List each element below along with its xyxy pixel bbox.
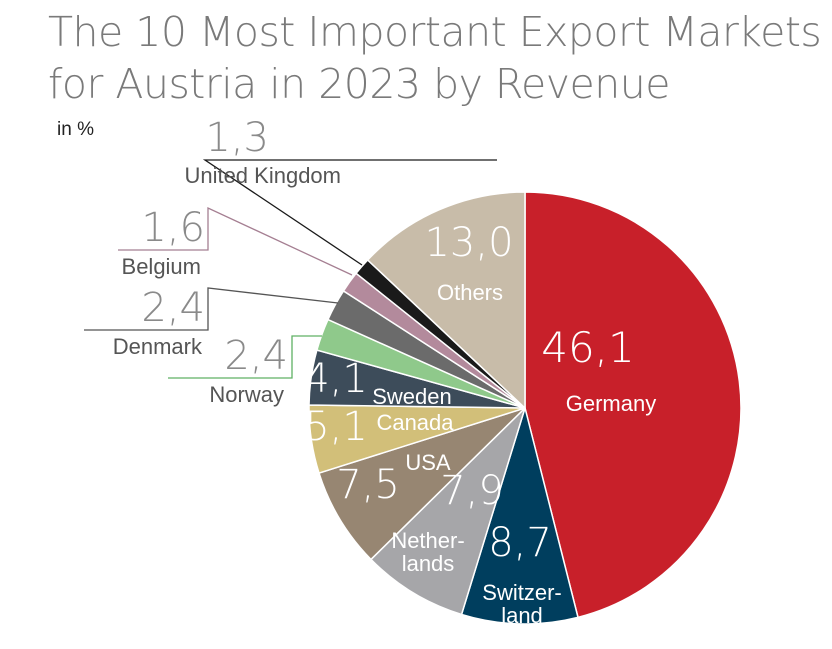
- pie-slice-nether-lands: [369, 407, 526, 616]
- leader-line-united-kingdom: [202, 159, 497, 266]
- data-label-value-switzer-land: 8,7: [488, 520, 552, 566]
- data-label-name-denmark: Denmark: [113, 334, 203, 359]
- data-label-value-nether-lands: 7,9: [440, 468, 504, 514]
- leader-line-denmark: [84, 287, 339, 331]
- data-label-name-germany: Germany: [566, 391, 656, 416]
- chart-title: The 10 Most Important Export Markets for…: [48, 6, 828, 110]
- pie-slice-switzer-land: [460, 405, 579, 625]
- data-label-name-sweden: Sweden: [372, 384, 452, 409]
- data-label-name-usa: USA: [405, 450, 451, 475]
- data-label-name-canada: Canada: [376, 410, 454, 435]
- data-label-value-others: 13,0: [424, 220, 513, 266]
- data-label-value-united-kingdom: 1,3: [205, 115, 269, 161]
- data-label-name-switzer-land-2: land: [501, 603, 543, 628]
- data-label-value-sweden: 4,1: [304, 356, 368, 402]
- data-label-name-united-kingdom: United Kingdom: [184, 163, 341, 188]
- leader-line-belgium: [118, 206, 353, 276]
- data-label-value-belgium: 1,6: [141, 205, 205, 251]
- chart-title-line-1: The 10 Most Important Export Markets: [48, 8, 822, 56]
- unit-label: in %: [57, 119, 94, 140]
- data-label-name-norway: Norway: [209, 382, 284, 407]
- data-label-value-usa: 7,5: [336, 462, 400, 508]
- data-label-name-belgium: Belgium: [122, 254, 201, 279]
- data-label-value-denmark: 2,4: [141, 285, 205, 331]
- data-label-name-nether-lands: Nether-: [391, 528, 464, 553]
- data-label-value-germany: 46,1: [541, 323, 635, 372]
- pie-slice-usa: [318, 407, 526, 561]
- data-label-value-norway: 2,4: [224, 333, 288, 379]
- data-label-name-nether-lands-2: lands: [402, 551, 455, 576]
- data-label-name-others: Others: [437, 280, 503, 305]
- chart-title-line-2: for Austria in 2023 by Revenue: [48, 60, 670, 108]
- data-label-name-switzer-land: Switzer-: [482, 580, 561, 605]
- pie-slice-others: [366, 191, 526, 410]
- data-label-value-canada: 5,1: [304, 404, 368, 450]
- leader-line-norway: [168, 335, 322, 379]
- pie-slice-germany: [524, 191, 742, 619]
